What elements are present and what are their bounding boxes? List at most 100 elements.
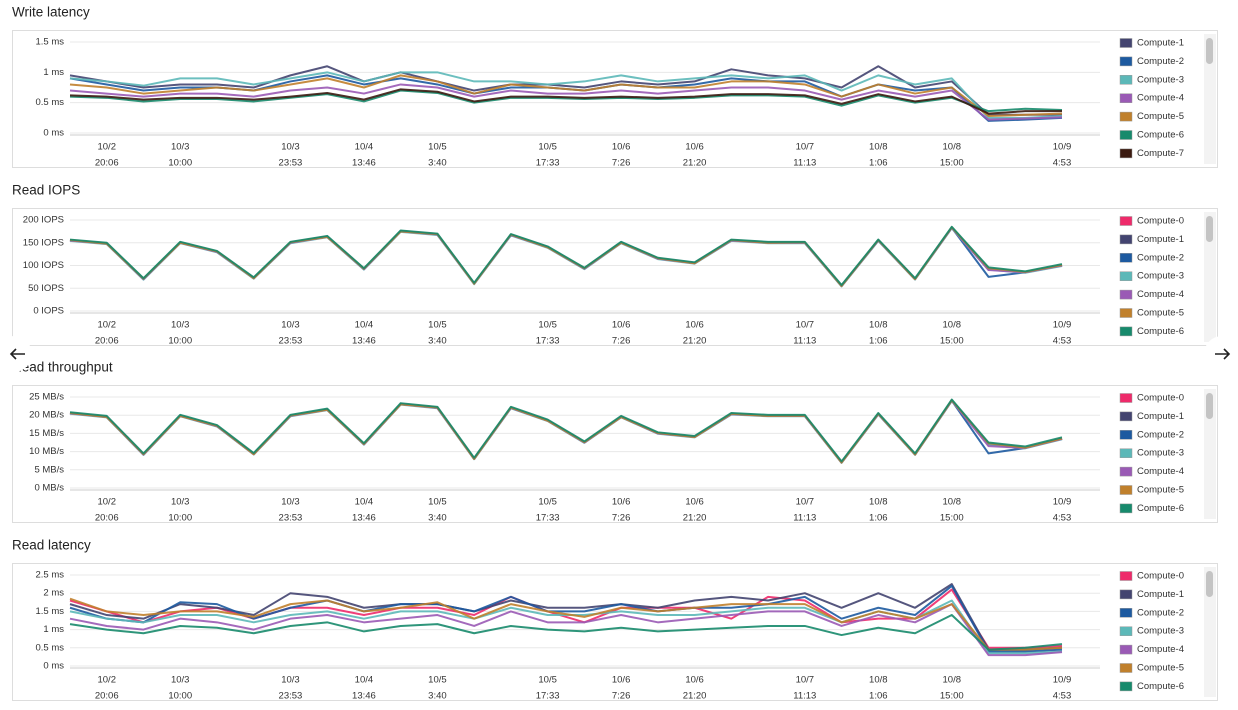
legend-swatch bbox=[1119, 111, 1133, 122]
legend-swatch bbox=[1119, 589, 1133, 600]
legend-swatch bbox=[1119, 326, 1133, 337]
x-tick-label: 10/3 bbox=[281, 497, 300, 508]
panel bbox=[12, 385, 1218, 523]
series-line bbox=[69, 65, 1062, 116]
legend-label: Compute-5 bbox=[1137, 111, 1184, 122]
legend-swatch bbox=[1119, 38, 1133, 48]
x-tick-label: 11:13 bbox=[793, 158, 816, 169]
x-tick-label: 10/7 bbox=[796, 320, 815, 331]
x-tick-label: 21:20 bbox=[683, 691, 707, 702]
legend-swatch bbox=[1119, 148, 1133, 159]
x-tick-label: 10/6 bbox=[612, 497, 631, 508]
legend-swatch bbox=[1119, 393, 1133, 403]
x-tick-label: 10/3 bbox=[171, 675, 190, 686]
y-tick-label: 0 IOPS bbox=[33, 306, 64, 317]
scrollbar-thumb bbox=[1206, 38, 1213, 64]
x-tick-label: 1:06 bbox=[869, 336, 888, 347]
x-tick-label: 10/7 bbox=[796, 675, 815, 686]
x-tick-label: 21:20 bbox=[683, 513, 707, 524]
legend-swatch bbox=[1119, 253, 1133, 263]
legend-label: Compute-2 bbox=[1137, 607, 1184, 618]
x-tick-label: 15:00 bbox=[940, 158, 964, 169]
legend-label: Compute-0 bbox=[1137, 393, 1184, 404]
x-tick-label: 4:53 bbox=[1053, 691, 1072, 702]
legend-label: Compute-6 bbox=[1137, 681, 1184, 692]
x-tick-label: 3:40 bbox=[428, 158, 447, 169]
y-tick-label: 1 ms bbox=[43, 624, 64, 635]
scrollbar-track bbox=[1204, 567, 1216, 697]
series-line bbox=[69, 89, 1063, 113]
chart-title: Read throughput bbox=[12, 360, 113, 375]
legend-label: Compute-7 bbox=[1137, 148, 1184, 159]
x-tick-label: 10/9 bbox=[1053, 320, 1072, 331]
y-tick-label: 0 MB/s bbox=[34, 483, 64, 494]
legend-label: Compute-1 bbox=[1137, 234, 1184, 245]
panel bbox=[12, 208, 1218, 346]
legend-label: Compute-5 bbox=[1137, 663, 1184, 674]
chart-title: Write latency bbox=[12, 5, 90, 20]
series-line bbox=[69, 603, 1063, 657]
x-tick-label: 10/5 bbox=[428, 675, 447, 686]
legend-label: Compute-4 bbox=[1137, 93, 1184, 104]
x-tick-label: 10/4 bbox=[355, 320, 374, 331]
y-tick-label: 0.5 ms bbox=[35, 97, 64, 108]
x-tick-label: 1:06 bbox=[869, 158, 888, 169]
legend-label: Compute-2 bbox=[1137, 252, 1184, 263]
legend-label: Compute-1 bbox=[1137, 38, 1184, 49]
y-tick-label: 25 MB/s bbox=[29, 392, 64, 403]
x-tick-label: 17:33 bbox=[536, 158, 560, 169]
y-tick-label: 0 ms bbox=[43, 661, 64, 672]
y-tick-label: 1.5 ms bbox=[35, 606, 64, 617]
x-tick-label: 10/6 bbox=[612, 320, 631, 331]
x-tick-label: 11:13 bbox=[793, 336, 816, 347]
x-tick-label: 11:13 bbox=[793, 513, 816, 524]
legend-swatch bbox=[1119, 503, 1133, 514]
x-tick-label: 10/5 bbox=[428, 497, 447, 508]
series-line bbox=[69, 74, 1063, 118]
x-tick-label: 13:46 bbox=[352, 158, 376, 169]
legend-label: Compute-3 bbox=[1137, 626, 1184, 637]
legend-swatch bbox=[1119, 644, 1133, 655]
x-tick-label: 10/8 bbox=[869, 142, 888, 153]
legend-swatch bbox=[1119, 448, 1133, 458]
x-tick-label: 10/5 bbox=[538, 675, 557, 686]
x-tick-label: 10/4 bbox=[355, 142, 374, 153]
x-tick-label: 10/8 bbox=[943, 320, 962, 331]
y-tick-label: 1.5 ms bbox=[35, 37, 64, 48]
legend-swatch bbox=[1119, 430, 1133, 440]
x-tick-label: 10/5 bbox=[538, 142, 557, 153]
x-tick-label: 15:00 bbox=[940, 691, 964, 702]
x-tick-label: 10/8 bbox=[869, 675, 888, 686]
y-tick-label: 2.5 ms bbox=[35, 570, 64, 581]
x-tick-label: 4:53 bbox=[1053, 158, 1072, 169]
y-tick-label: 150 IOPS bbox=[23, 237, 64, 248]
x-tick-label: 10/3 bbox=[171, 142, 190, 153]
x-tick-label: 10/6 bbox=[685, 497, 704, 508]
y-tick-label: 100 IOPS bbox=[23, 260, 64, 271]
legend-swatch bbox=[1119, 608, 1133, 618]
x-tick-label: 23:53 bbox=[279, 336, 303, 347]
legend-swatch bbox=[1119, 56, 1133, 67]
legend-label: Compute-2 bbox=[1137, 56, 1184, 67]
legend-swatch bbox=[1119, 663, 1133, 673]
x-tick-label: 11:13 bbox=[793, 691, 816, 702]
legend-swatch bbox=[1119, 411, 1133, 422]
legend-swatch bbox=[1119, 130, 1133, 140]
x-tick-label: 20:06 bbox=[95, 691, 119, 702]
x-tick-label: 10/3 bbox=[171, 497, 190, 508]
x-tick-label: 10:00 bbox=[168, 691, 192, 702]
x-tick-label: 3:40 bbox=[428, 691, 447, 702]
legend-swatch bbox=[1119, 485, 1133, 495]
y-tick-label: 50 IOPS bbox=[28, 283, 64, 294]
y-tick-label: 5 MB/s bbox=[34, 464, 64, 475]
series-line bbox=[69, 597, 1063, 651]
x-tick-label: 21:20 bbox=[683, 336, 707, 347]
x-tick-label: 17:33 bbox=[536, 513, 560, 524]
legend-label: Compute-0 bbox=[1137, 571, 1184, 582]
series-line bbox=[69, 584, 1063, 653]
x-tick-label: 21:20 bbox=[683, 158, 707, 169]
chart-title: Read latency bbox=[12, 538, 91, 553]
x-tick-label: 10/3 bbox=[171, 320, 190, 331]
y-tick-label: 10 MB/s bbox=[29, 446, 64, 457]
x-tick-label: 3:40 bbox=[428, 336, 447, 347]
